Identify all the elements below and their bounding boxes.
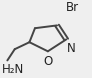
Text: O: O: [43, 55, 52, 68]
Text: Br: Br: [66, 1, 79, 14]
Text: N: N: [67, 42, 76, 55]
Text: H₂N: H₂N: [2, 63, 24, 76]
